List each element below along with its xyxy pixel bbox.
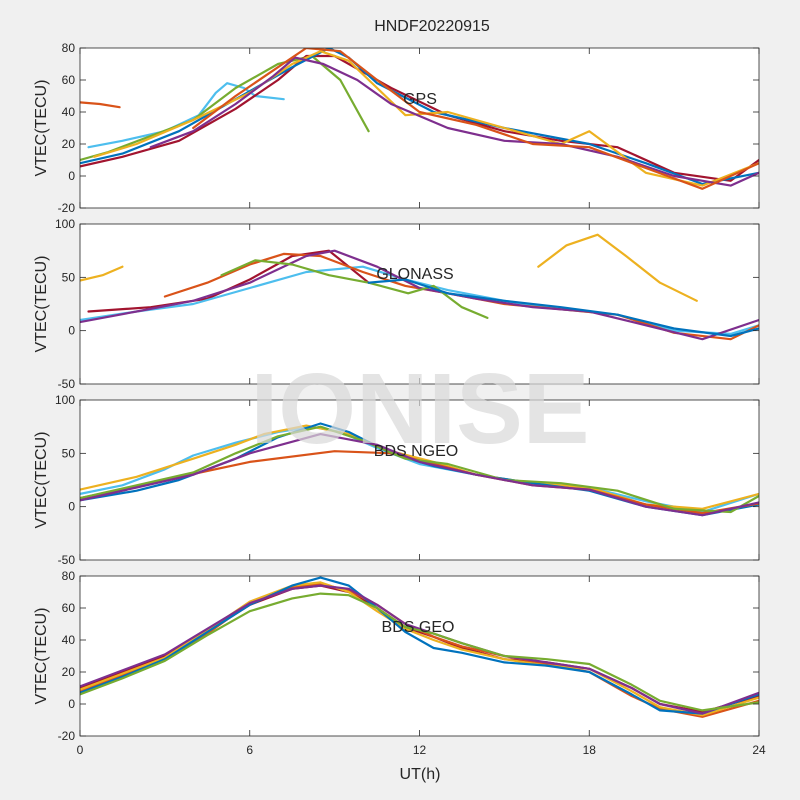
series-line-6 — [80, 249, 759, 341]
y-tick-label: 0 — [68, 324, 75, 338]
y-axis-label: VTEC(TECU) — [33, 80, 50, 177]
y-tick-label: 0 — [68, 500, 75, 514]
y-tick-label: 50 — [62, 270, 76, 284]
panel-label: GLONASS — [376, 266, 453, 283]
series-line-1 — [80, 265, 124, 282]
series-group — [80, 48, 759, 190]
series-line-6 — [80, 433, 759, 517]
series-line-5 — [80, 48, 759, 186]
panel-gps: -20 0 20 40 60 80 VTEC(TECU) GPS — [33, 41, 760, 215]
plot-area — [80, 576, 759, 736]
panel-glonass: -50 0 50 100 VTEC(TECU) GLONASS — [33, 217, 760, 391]
y-tick-label: -50 — [58, 553, 76, 567]
series-line-8 — [367, 278, 759, 338]
figure-title: HNDF20220915 — [374, 18, 490, 35]
y-axis-label: VTEC(TECU) — [33, 608, 50, 705]
y-tick-label: 80 — [62, 41, 76, 55]
panel-label: BDS GEO — [382, 619, 455, 636]
y-tick-label: 100 — [55, 217, 75, 231]
series-line-4 — [80, 54, 759, 182]
y-tick-label: 60 — [62, 601, 76, 615]
y-axis-label: VTEC(TECU) — [33, 432, 50, 529]
panel-label: BDS NGEO — [374, 443, 458, 460]
series-line-3 — [80, 581, 759, 717]
y-tick-label: 20 — [62, 137, 76, 151]
x-tick-label: 18 — [583, 743, 597, 757]
series-line-4 — [80, 576, 759, 715]
x-tick-label: 0 — [77, 743, 84, 757]
y-tick-label: 40 — [62, 633, 76, 647]
x-tick-label: 12 — [413, 743, 427, 757]
y-tick-label: 0 — [68, 697, 75, 711]
x-tick-label: 6 — [246, 743, 253, 757]
series-line-3 — [80, 54, 370, 162]
y-tick-label: 80 — [62, 569, 76, 583]
plot-area — [80, 48, 759, 208]
y-tick-label: -50 — [58, 377, 76, 391]
y-axis-label: VTEC(TECU) — [33, 256, 50, 353]
y-tick-label: -20 — [58, 201, 76, 215]
series-group — [80, 576, 759, 718]
y-tick-label: 0 — [68, 169, 75, 183]
series-group — [80, 233, 759, 341]
series-line-7 — [149, 56, 759, 187]
x-axis-label: UT(h) — [400, 766, 441, 783]
watermark: IONISE — [251, 353, 590, 465]
y-tick-label: 50 — [62, 446, 76, 460]
series-group — [80, 422, 759, 517]
series-line-1 — [80, 101, 121, 109]
series-line-2 — [537, 233, 698, 302]
series-line-5 — [80, 425, 759, 514]
panel-label: GPS — [403, 91, 437, 108]
y-tick-label: 60 — [62, 73, 76, 87]
series-line-8 — [192, 48, 759, 190]
y-tick-label: -20 — [58, 729, 76, 743]
series-line-4 — [80, 265, 759, 335]
series-line-6 — [80, 592, 759, 712]
plot-area — [80, 400, 759, 560]
series-line-5 — [80, 584, 759, 715]
panel-bds-ngeo: -50 0 50 100 VTEC(TECU) BDS NGEO — [33, 393, 760, 567]
y-tick-label: 40 — [62, 105, 76, 119]
x-tick-label: 24 — [752, 743, 766, 757]
y-tick-label: 20 — [62, 665, 76, 679]
y-tick-label: 100 — [55, 393, 75, 407]
